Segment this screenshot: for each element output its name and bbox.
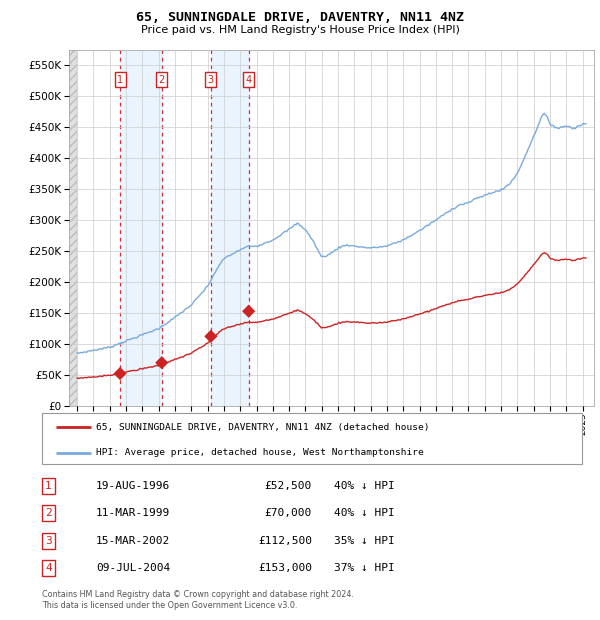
Text: 40% ↓ HPI: 40% ↓ HPI: [334, 508, 394, 518]
Text: 3: 3: [208, 75, 214, 85]
Point: [244, 306, 253, 316]
Text: HPI: Average price, detached house, West Northamptonshire: HPI: Average price, detached house, West…: [96, 448, 424, 457]
Text: £70,000: £70,000: [265, 508, 312, 518]
Text: £153,000: £153,000: [258, 563, 312, 574]
Bar: [120, 50, 162, 406]
Point: [115, 368, 125, 378]
Text: 4: 4: [245, 75, 252, 85]
Text: 09-JUL-2004: 09-JUL-2004: [96, 563, 170, 574]
Text: 2: 2: [158, 75, 165, 85]
Text: 35% ↓ HPI: 35% ↓ HPI: [334, 536, 394, 546]
Bar: [211, 50, 248, 406]
Point: [206, 331, 215, 341]
Text: 11-MAR-1999: 11-MAR-1999: [96, 508, 170, 518]
Text: Price paid vs. HM Land Registry's House Price Index (HPI): Price paid vs. HM Land Registry's House …: [140, 25, 460, 35]
Text: 3: 3: [45, 536, 52, 546]
Text: Contains HM Land Registry data © Crown copyright and database right 2024.
This d: Contains HM Land Registry data © Crown c…: [42, 590, 354, 609]
Text: 40% ↓ HPI: 40% ↓ HPI: [334, 480, 394, 491]
Text: 4: 4: [45, 563, 52, 574]
Text: £52,500: £52,500: [265, 480, 312, 491]
Text: 1: 1: [45, 480, 52, 491]
FancyBboxPatch shape: [42, 413, 582, 464]
Text: 1: 1: [117, 75, 123, 85]
Text: 65, SUNNINGDALE DRIVE, DAVENTRY, NN11 4NZ: 65, SUNNINGDALE DRIVE, DAVENTRY, NN11 4N…: [136, 11, 464, 24]
Polygon shape: [69, 50, 77, 406]
Text: 19-AUG-1996: 19-AUG-1996: [96, 480, 170, 491]
Text: 65, SUNNINGDALE DRIVE, DAVENTRY, NN11 4NZ (detached house): 65, SUNNINGDALE DRIVE, DAVENTRY, NN11 4N…: [96, 423, 430, 432]
Text: 37% ↓ HPI: 37% ↓ HPI: [334, 563, 394, 574]
Text: 15-MAR-2002: 15-MAR-2002: [96, 536, 170, 546]
Text: £112,500: £112,500: [258, 536, 312, 546]
Text: 2: 2: [45, 508, 52, 518]
Point: [157, 358, 167, 368]
